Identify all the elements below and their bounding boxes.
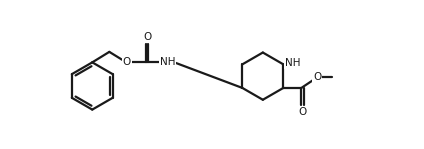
Text: O: O bbox=[313, 72, 321, 82]
Text: O: O bbox=[123, 57, 131, 67]
Text: NH: NH bbox=[160, 57, 175, 67]
Text: NH: NH bbox=[285, 58, 300, 68]
Text: O: O bbox=[298, 107, 307, 117]
Text: O: O bbox=[143, 32, 151, 42]
